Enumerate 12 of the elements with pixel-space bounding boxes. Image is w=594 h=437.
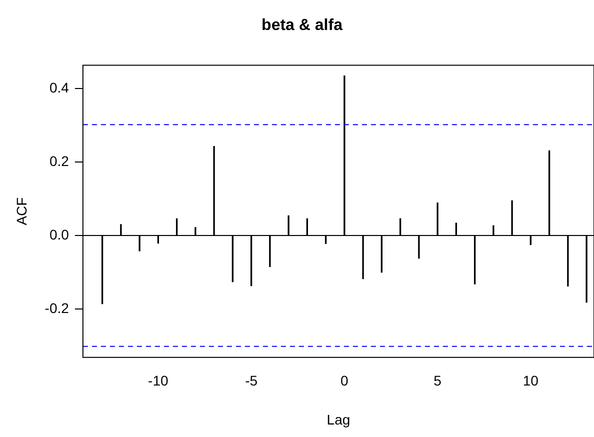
x-tick-label: 10	[522, 372, 539, 389]
y-tick-label: 0.0	[49, 226, 70, 242]
x-tick-label: -5	[245, 372, 258, 389]
y-tick-label: -0.2	[44, 300, 70, 316]
chart-title: beta & alfa	[262, 17, 343, 34]
x-tick-label: 0	[340, 372, 349, 389]
x-axis-title: Lag	[326, 411, 350, 428]
y-axis-title: ACF	[13, 197, 30, 226]
x-tick-label: 5	[434, 372, 442, 389]
y-tick-label: 0.4	[49, 80, 70, 96]
x-tick-label: -10	[148, 372, 168, 389]
y-tick-label: 0.2	[49, 152, 70, 169]
